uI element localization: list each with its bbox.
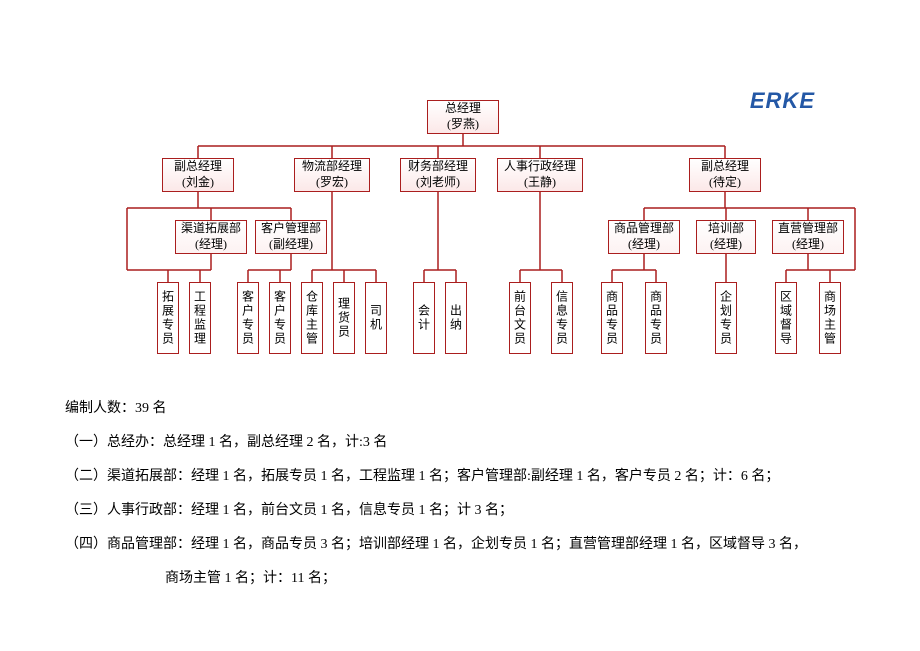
node-title: 副总经理 [701, 159, 749, 175]
node-title: 商品管理部 [614, 221, 674, 237]
leaf-node: 仓库主管 [301, 282, 323, 354]
leaf-node: 理货员 [333, 282, 355, 354]
leaf-node: 客户专员 [237, 282, 259, 354]
node-title: 直营管理部 [778, 221, 838, 237]
node-l3: 培训部 (经理) [696, 220, 756, 254]
node-sub: (待定) [709, 175, 741, 191]
leaf-node: 司机 [365, 282, 387, 354]
node-title: 培训部 [708, 221, 744, 237]
node-title: 财务部经理 [408, 159, 468, 175]
node-sub: (经理) [792, 237, 824, 253]
node-sub: (副经理) [269, 237, 313, 253]
node-sub: (刘金) [182, 175, 214, 191]
text-line-4: （四）商品管理部：经理 1 名，商品专员 3 名；培训部经理 1 名，企划专员 … [65, 534, 807, 556]
node-l2: 人事行政经理 (王静) [497, 158, 583, 192]
node-title: 人事行政经理 [504, 159, 576, 175]
node-l3: 直营管理部 (经理) [772, 220, 844, 254]
node-sub: (经理) [628, 237, 660, 253]
node-title: 物流部经理 [302, 159, 362, 175]
node-l3: 商品管理部 (经理) [608, 220, 680, 254]
leaf-node: 会计 [413, 282, 435, 354]
node-l3: 客户管理部 (副经理) [255, 220, 327, 254]
node-title: 总经理 [445, 101, 481, 117]
leaf-node: 商品专员 [645, 282, 667, 354]
leaf-node: 信息专员 [551, 282, 573, 354]
node-l2: 副总经理 (刘金) [162, 158, 234, 192]
leaf-node: 拓展专员 [157, 282, 179, 354]
org-chart: 总经理 (罗燕) 副总经理 (刘金) 物流部经理 (罗宏) 财务部经理 (刘老师… [0, 100, 920, 400]
node-l2: 副总经理 (待定) [689, 158, 761, 192]
node-title: 副总经理 [174, 159, 222, 175]
text-line-5: 商场主管 1 名；计：11 名； [165, 568, 336, 590]
node-root: 总经理 (罗燕) [427, 100, 499, 134]
node-sub: (罗燕) [447, 117, 479, 133]
node-l2: 物流部经理 (罗宏) [294, 158, 370, 192]
leaf-node: 商品专员 [601, 282, 623, 354]
node-sub: (经理) [710, 237, 742, 253]
node-l2: 财务部经理 (刘老师) [400, 158, 476, 192]
node-sub: (罗宏) [316, 175, 348, 191]
leaf-node: 商场主管 [819, 282, 841, 354]
node-title: 客户管理部 [261, 221, 321, 237]
leaf-node: 客户专员 [269, 282, 291, 354]
leaf-node: 出纳 [445, 282, 467, 354]
node-sub: (王静) [524, 175, 556, 191]
text-line-3: （三）人事行政部：经理 1 名，前台文员 1 名，信息专员 1 名；计 3 名； [65, 500, 513, 522]
text-line-2: （二）渠道拓展部：经理 1 名，拓展专员 1 名，工程监理 1 名；客户管理部:… [65, 466, 779, 488]
node-sub: (经理) [195, 237, 227, 253]
node-sub: (刘老师) [416, 175, 460, 191]
node-title: 渠道拓展部 [181, 221, 241, 237]
leaf-node: 工程监理 [189, 282, 211, 354]
text-line-1: （一）总经办：总经理 1 名，副总经理 2 名，计:3 名 [65, 432, 387, 454]
leaf-node: 前台文员 [509, 282, 531, 354]
text-line-0: 编制人数：39 名 [65, 398, 167, 420]
leaf-node: 区域督导 [775, 282, 797, 354]
node-l3: 渠道拓展部 (经理) [175, 220, 247, 254]
leaf-node: 企划专员 [715, 282, 737, 354]
